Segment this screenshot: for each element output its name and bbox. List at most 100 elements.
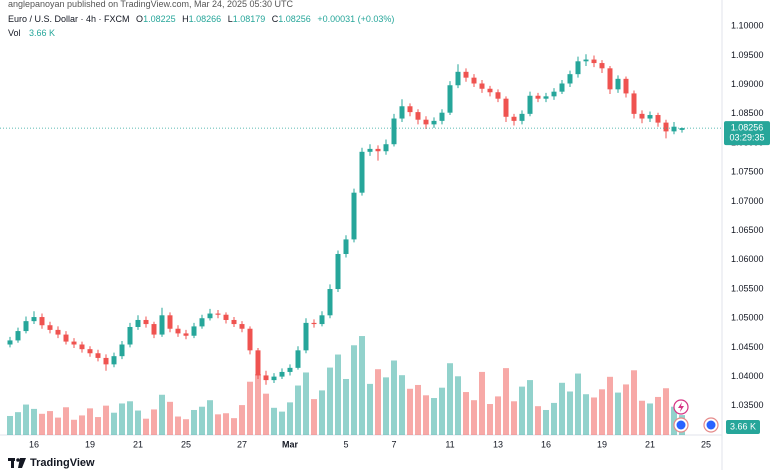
volume-bar [183,419,189,435]
volume-bar [551,402,557,435]
volume-bar [343,378,349,435]
candle-body [87,349,93,354]
quote-value: 1.08225 [143,14,176,24]
candle-body [55,329,61,335]
candle-body [23,321,29,332]
volume-bar [111,412,117,435]
x-tick-label: 13 [493,439,503,449]
volume-badge-label: 3.66 K [730,421,756,431]
candle-body [151,324,157,335]
candle-body [111,356,117,365]
volume-bar [415,384,421,435]
y-tick-label: 1.07500 [731,167,764,177]
y-tick-label: 1.04500 [731,342,764,352]
volume-bar [271,407,277,435]
volume-bar [7,415,13,435]
candle-body [271,376,277,381]
candle-body [527,95,533,114]
logo [8,457,26,468]
candle-body [335,253,341,290]
volume-bar [143,418,149,435]
volume-bar [591,397,597,435]
candle-body [615,78,621,90]
candle-body [503,98,509,117]
candle-body [15,331,21,341]
quote-key: C [271,14,279,24]
price-box-label: 1.08256 [731,122,764,132]
candle-body [623,78,629,94]
volume-bar [663,388,669,435]
volume-bar [303,372,309,435]
quote-value: 1.08256 [278,14,311,24]
alert-icon-bolt [678,402,684,412]
candle-body [119,344,125,357]
candle-body [143,319,149,325]
candle-body [655,115,661,123]
candle-body [471,77,477,84]
volume-bar [511,401,517,435]
y-tick-label: 1.04000 [731,371,764,381]
price-box [724,121,770,146]
symbol: Euro / U.S. Dollar · 4h · FXCM [8,14,130,24]
quote-value: 1.08179 [232,14,266,24]
candle-body [495,92,501,99]
candle-body [63,334,69,342]
candle-body [463,71,469,78]
volume-bar [519,386,525,435]
legend-line: Euro / U.S. Dollar · 4h · FXCM O1.08225 … [8,14,394,24]
candle-body [575,61,581,75]
x-tick-label: 21 [133,439,143,449]
volume-bar [439,387,445,435]
candle-body [7,340,13,345]
volume-bar [391,360,397,435]
candle-body [215,313,221,315]
y-tick-label: 1.09000 [731,79,764,89]
volume-badge [726,420,760,434]
candle-body [375,148,381,152]
candle-body [295,350,301,368]
candle-body [359,151,365,193]
event-icon-inner [676,420,686,430]
volume-bar [335,354,341,435]
volume-bar [327,367,333,435]
candle-body [191,326,197,336]
quote-key: O [136,14,144,24]
volume-bar [567,391,573,435]
candle-body [311,322,317,325]
volume-bar [279,411,285,435]
candle-body [407,106,413,113]
volume-bar [15,412,21,435]
volume-bar [631,370,637,435]
volume-bar [39,413,45,435]
candle-body [519,113,525,121]
x-tick-label: 27 [237,439,247,449]
candle-body [223,314,229,320]
candle-body [303,322,309,351]
candle-body [103,357,109,365]
candle-body [631,93,637,114]
volume-bar [79,415,85,435]
candle-body [95,353,101,358]
candle-body [247,328,253,351]
volume-bar [167,401,173,435]
volume-bar [87,408,93,435]
volume-bar [295,385,301,435]
candle-body [367,148,373,152]
footer: TradingView [8,457,95,469]
quote-value: 1.08266 [188,14,222,24]
candle-body [351,192,357,240]
volume-bar [599,389,605,435]
volume-name: Vol [8,28,21,38]
volume-bar [95,417,101,435]
candle-body [391,118,397,145]
y-tick-label: 1.07000 [731,196,764,206]
y-tick-label: 1.05500 [731,283,764,293]
volume-bar [255,374,261,435]
candle-body [591,59,597,64]
candle-body [559,83,565,92]
volume-bar [527,380,533,435]
candle-body [399,106,405,119]
volume-bar [575,373,581,435]
x-tick-label: 11 [445,439,454,449]
